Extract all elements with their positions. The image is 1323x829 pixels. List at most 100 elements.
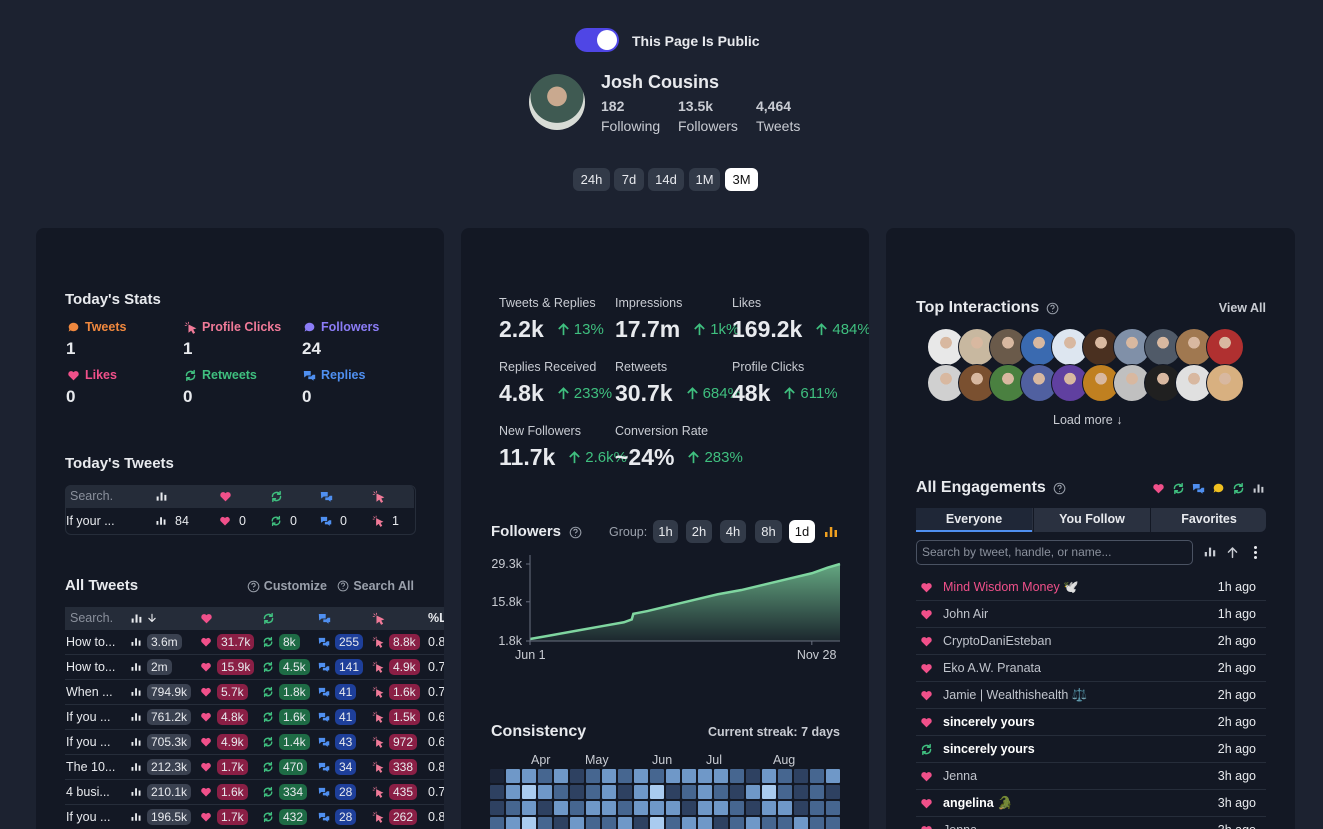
engagement-name[interactable]: Eko A.W. Pranata — [943, 661, 1041, 675]
engagement-name[interactable]: Jenna — [943, 820, 977, 829]
heatmap-cell — [650, 801, 664, 815]
heatmap-cell — [522, 801, 536, 815]
group-button[interactable]: 1d — [789, 520, 815, 543]
tweet-metric-pill: 1.5k — [389, 709, 420, 725]
tweet-metric: 1 — [392, 514, 399, 528]
row-divider — [916, 762, 1266, 763]
profile-stat-label: Following — [601, 118, 661, 134]
heatmap-cell — [698, 801, 712, 815]
row-divider — [916, 816, 1266, 817]
engagement-name[interactable]: Mind Wisdom Money 🕊️ — [943, 580, 1079, 594]
engagement-name[interactable]: John Air — [943, 607, 989, 621]
range-button[interactable]: 14d — [648, 168, 684, 191]
up-icon — [1227, 546, 1237, 558]
table-header — [65, 607, 444, 630]
stat-label: Retweets — [202, 368, 257, 382]
metric-value: 48k — [732, 380, 771, 406]
interaction-avatar[interactable] — [1206, 364, 1244, 402]
range-label: 7d — [621, 172, 637, 187]
tab-label: You Follow — [1059, 512, 1125, 526]
engagement-name[interactable]: Jenna — [943, 769, 978, 783]
search-box[interactable]: Search by tweet, handle, or name... — [916, 540, 1193, 565]
group-button[interactable]: 4h — [720, 520, 746, 543]
group-label: 1h — [658, 524, 673, 539]
row-divider — [65, 779, 444, 780]
tab[interactable]: You Follow — [1033, 508, 1150, 532]
icon-shape — [1213, 483, 1223, 493]
icon-shape — [920, 771, 932, 781]
icon-shape — [784, 386, 796, 399]
engagement-name[interactable]: sincerely yours — [943, 715, 1035, 729]
interaction-avatar[interactable] — [1144, 364, 1182, 402]
followers-chart — [526, 555, 841, 645]
help-icon — [569, 526, 581, 538]
range-button[interactable]: 7d — [614, 168, 644, 191]
interaction-avatar[interactable] — [958, 364, 996, 402]
icon-shape — [201, 712, 211, 722]
heatmap-cell — [746, 769, 760, 783]
icon-shape — [569, 450, 581, 463]
table-search[interactable]: Search. — [70, 489, 114, 503]
engagement-name[interactable]: sincerely yours — [943, 742, 1035, 756]
stat-value: 0 — [302, 387, 312, 406]
tab[interactable]: Favorites — [1150, 508, 1267, 532]
heatmap-cell — [810, 785, 824, 799]
metric-change: 484% — [832, 320, 869, 338]
group-button[interactable]: 1h — [653, 520, 678, 543]
range-button[interactable]: 24h — [573, 168, 610, 191]
month-label: Aug — [773, 753, 796, 767]
range-label: 14d — [655, 172, 677, 187]
icon-shape — [825, 527, 837, 537]
icon-shape — [318, 737, 330, 747]
click-icon — [372, 661, 384, 673]
group-button[interactable]: 8h — [755, 520, 782, 543]
retweet-icon — [263, 612, 273, 624]
table-search[interactable]: Search. — [70, 611, 114, 625]
panel: Tweets & Replies 2.2k 13% Impressions 17.7m 1… — [461, 228, 869, 829]
heatmap-cell — [714, 801, 728, 815]
load-more-button[interactable]: Load more ↓ — [1053, 413, 1123, 427]
customize-button[interactable]: Customize — [263, 579, 327, 593]
toggle[interactable] — [575, 28, 619, 52]
heatmap-cell — [570, 769, 584, 783]
tweet-metric-pill: 28 — [335, 809, 357, 825]
search-all-button[interactable]: Search All — [353, 579, 414, 593]
tweet-metric-pill: 705.3k — [147, 734, 192, 750]
icon-shape — [201, 762, 211, 772]
tab[interactable]: Everyone — [916, 508, 1032, 532]
heatmap-cell — [666, 817, 680, 829]
stat-value: 24 — [302, 339, 321, 358]
heatmap-cell — [634, 785, 648, 799]
icon-shape — [1173, 482, 1183, 494]
view-all-button[interactable]: View All — [1218, 301, 1266, 315]
engagement-name[interactable]: Jamie | Wealthishealth ⚖️ — [943, 688, 1088, 702]
section-title: Consistency — [491, 723, 587, 740]
engagement-name[interactable]: angelina 🐊 — [943, 796, 1013, 810]
range-button[interactable]: 1M — [689, 168, 720, 191]
tweet-metric-pill: 34 — [335, 759, 357, 775]
heatmap-cell — [794, 801, 808, 815]
metric-row: 11.7k 2.6k% — [499, 443, 627, 471]
heatmap-cell — [602, 785, 616, 799]
range-button[interactable]: 3M — [725, 168, 758, 191]
icon-shape — [920, 798, 932, 808]
tweet-metric: 0.72 — [428, 685, 444, 699]
tweet-metric-pill: 1.6k — [279, 709, 310, 725]
icon-shape — [318, 762, 330, 772]
interaction-avatar[interactable] — [1206, 328, 1244, 366]
tweet-metric-pill: 1.4k — [279, 734, 310, 750]
retweet-icon — [1173, 482, 1183, 494]
section-title: All Engagements — [916, 479, 1046, 496]
icon-shape — [131, 638, 141, 646]
heatmap-cell — [586, 785, 600, 799]
y-tick-label: 29.3k — [491, 557, 522, 571]
tweet-metric-pill: 15.9k — [217, 659, 255, 675]
heatmap-cell — [506, 769, 520, 783]
metric-label: Likes — [732, 296, 762, 310]
group-label: 4h — [725, 524, 741, 539]
month-label: May — [585, 753, 609, 767]
heatmap-cell — [618, 785, 632, 799]
engagement-name[interactable]: CryptoDaniEsteban — [943, 634, 1052, 648]
group-button[interactable]: 2h — [686, 520, 712, 543]
icon-shape — [1253, 483, 1263, 493]
